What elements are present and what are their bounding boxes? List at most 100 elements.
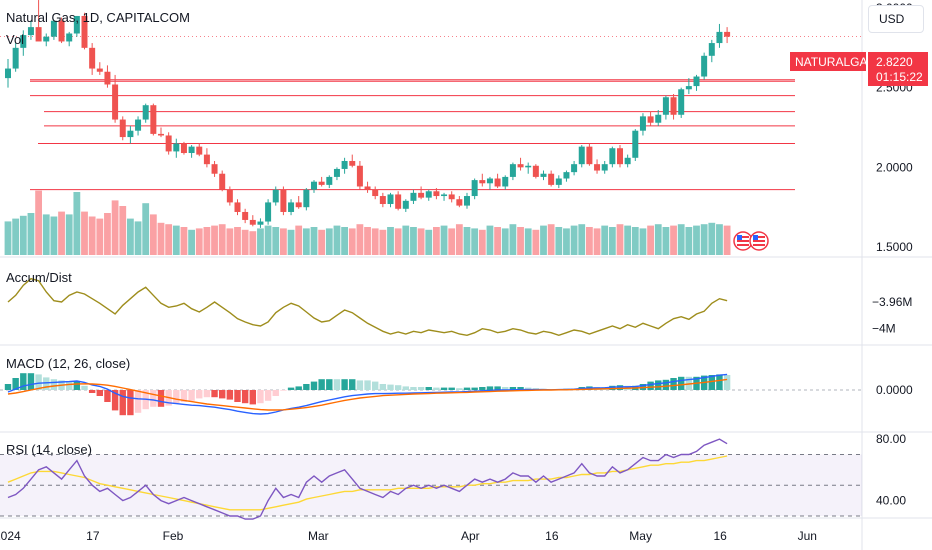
macd-histogram-bar [341, 379, 348, 390]
macd-histogram-bar [226, 390, 234, 400]
candle-body [66, 33, 73, 42]
macd-histogram-bar [43, 377, 50, 390]
rsi-tick-label: 40.00 [876, 494, 906, 508]
volume-bar [88, 216, 96, 255]
rsi-band-fill [0, 454, 862, 516]
candle-body [617, 148, 623, 165]
volume-bar [264, 225, 272, 255]
macd-histogram-bar [364, 380, 371, 390]
accum-dist-pane [7, 277, 728, 337]
candle-body [387, 194, 394, 205]
candle-body [356, 165, 363, 187]
time-tick-label: 16 [545, 529, 559, 543]
volume-bar [662, 227, 670, 255]
candle-body [219, 173, 226, 190]
candle-body [5, 68, 11, 79]
candle-body [372, 189, 379, 197]
macd-histogram-bar [525, 387, 532, 390]
macd-histogram-bar [662, 379, 670, 390]
volume-bar [639, 228, 647, 255]
volume-bar [394, 228, 402, 255]
macd-histogram-bar [509, 387, 517, 390]
volume-bar [27, 213, 35, 255]
macd-tick-label: 0.0000 [876, 383, 913, 397]
volume-bar [578, 224, 586, 255]
candle-body [349, 160, 356, 166]
macd-histogram-bar [134, 390, 142, 413]
macd-histogram-bar [157, 390, 165, 407]
candle-body [425, 191, 432, 198]
volume-bar [149, 214, 157, 255]
volume-bar [371, 228, 379, 255]
macd-histogram-bar [211, 390, 218, 398]
time-tick-label: 17 [86, 529, 100, 543]
candle-body [448, 194, 455, 200]
volume-bar [379, 229, 387, 255]
volume-bar [586, 227, 593, 255]
candle-body [249, 219, 256, 225]
time-tick-label: May [629, 529, 652, 543]
candle-body [288, 202, 295, 212]
macd-histogram-bar [272, 390, 279, 396]
candle-body [479, 180, 486, 184]
volume-bar [241, 229, 249, 255]
candle-body [471, 180, 478, 197]
volume-bar [570, 225, 578, 255]
candle-body [12, 47, 19, 69]
candle-body [655, 114, 662, 123]
macd-histogram-bar [486, 386, 494, 390]
macd-histogram-bar [287, 387, 295, 390]
volume-bar [440, 225, 448, 255]
candle-body [318, 181, 325, 185]
volume-bar [211, 225, 218, 255]
horizontal-levels [30, 79, 795, 191]
currency-button[interactable]: USD [868, 5, 924, 33]
macd-histogram-bar [303, 384, 310, 390]
macd-histogram-bar [27, 373, 35, 390]
volume-bar [555, 227, 563, 255]
volume-bar [104, 213, 111, 255]
macd-histogram-bar [310, 381, 318, 390]
volume-bar [348, 228, 356, 255]
macd-histogram-bar [20, 373, 27, 390]
volume-bar [716, 224, 723, 255]
candle-body [632, 130, 639, 158]
candle-body [272, 189, 279, 203]
candle-body [226, 189, 233, 203]
macd-histogram-bar [119, 390, 126, 416]
macd-histogram-bar [433, 387, 440, 390]
volume-bar [272, 227, 280, 255]
macd-histogram-bar [723, 375, 731, 390]
volume-bar [234, 227, 241, 255]
volume-bar [50, 216, 58, 255]
volume-bar [486, 225, 494, 255]
macd-histogram-bar [655, 380, 662, 390]
candle-body [494, 178, 501, 187]
candle-body [418, 192, 425, 198]
candle-body [257, 221, 264, 225]
volume-bar [341, 227, 348, 255]
volume-bar [218, 224, 226, 255]
volume-bar [517, 227, 524, 255]
volume-label: Vol [6, 32, 24, 47]
volume-bar [257, 228, 264, 255]
macd-histogram-bar [196, 390, 203, 399]
accum-dist-line [7, 277, 728, 337]
macd-histogram-bar [517, 387, 524, 390]
macd-histogram-bar [127, 390, 134, 416]
macd-histogram-bar [448, 387, 455, 390]
volume-bar [693, 225, 700, 255]
candle-body [678, 89, 685, 115]
macd-histogram-bar [471, 387, 478, 390]
us-event-flag-icon-2[interactable] [749, 231, 769, 251]
volume-bar [226, 228, 234, 255]
candle-body [578, 146, 585, 165]
volume-bar [318, 229, 326, 255]
volume-bar [356, 224, 364, 255]
symbol-label: NATURALGAS [795, 55, 875, 69]
candle-body [433, 191, 440, 197]
macd-histogram-bar [502, 387, 509, 390]
price-tick-label: 1.5000 [876, 240, 913, 254]
current-price: 2.8220 [876, 55, 913, 69]
